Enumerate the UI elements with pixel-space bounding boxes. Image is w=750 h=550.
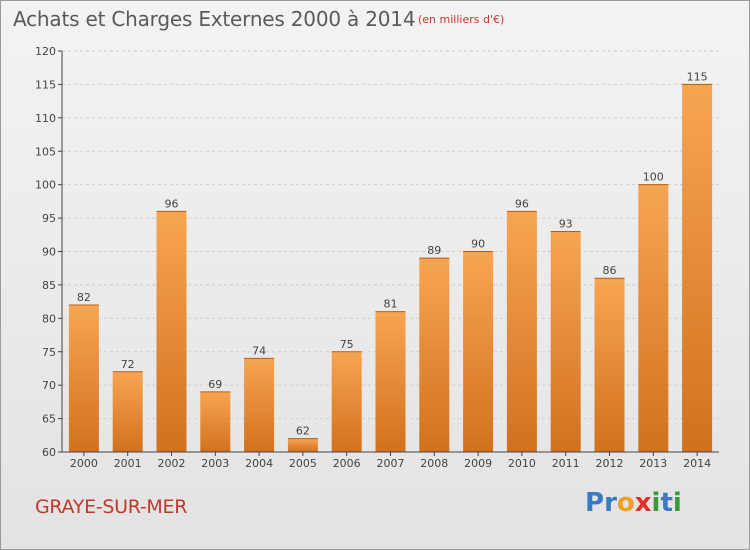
- data-label: 72: [121, 358, 135, 371]
- data-label: 86: [603, 264, 617, 277]
- data-label: 115: [687, 70, 708, 83]
- logo-letter: i: [651, 488, 661, 518]
- x-tick-label: 2001: [114, 457, 142, 470]
- bar: [463, 251, 494, 452]
- data-label: 81: [384, 298, 398, 311]
- proxiti-logo[interactable]: Proxiti: [585, 488, 682, 518]
- logo-letter: i: [672, 488, 682, 518]
- bar: [594, 278, 625, 452]
- y-tick-label: 75: [42, 346, 56, 359]
- chart-title: Achats et Charges Externes 2000 à 2014: [13, 7, 416, 31]
- logo-letter: o: [616, 488, 635, 518]
- bar: [331, 351, 362, 452]
- logo-letter: t: [660, 488, 673, 518]
- x-tick-label: 2003: [201, 457, 229, 470]
- x-tick-label: 2011: [552, 457, 580, 470]
- y-tick-label: 100: [35, 179, 56, 192]
- y-tick-label: 60: [42, 446, 56, 459]
- axes: [58, 50, 719, 456]
- y-tick-label: 65: [42, 413, 56, 426]
- data-label: 75: [340, 338, 354, 351]
- x-tick-label: 2007: [377, 457, 405, 470]
- x-tick-label: 2002: [158, 457, 186, 470]
- logo-letter: r: [604, 488, 617, 518]
- data-label: 89: [427, 244, 441, 257]
- bar: [550, 231, 581, 452]
- x-tick-label: 2000: [70, 457, 98, 470]
- y-tick-label: 120: [35, 45, 56, 58]
- bar: [682, 84, 713, 453]
- data-label: 93: [559, 217, 573, 230]
- y-tick-label: 70: [42, 379, 56, 392]
- bar: [375, 311, 406, 452]
- data-label: 74: [252, 344, 266, 357]
- bar: [419, 258, 450, 452]
- y-tick-label: 110: [35, 112, 56, 125]
- y-tick-label: 105: [35, 145, 56, 158]
- x-tick-label: 2012: [596, 457, 624, 470]
- x-tick-label: 2008: [420, 457, 448, 470]
- x-tick-label: 2013: [639, 457, 667, 470]
- bar: [244, 358, 275, 452]
- data-label: 90: [471, 238, 485, 251]
- bar: [287, 438, 318, 452]
- logo-letter: P: [585, 488, 605, 518]
- chart-subtitle: (en milliers d'€): [418, 13, 505, 26]
- bar: [112, 371, 143, 452]
- bar: [506, 211, 537, 452]
- labels: 60 65 70 75 80 85 90 95 100 105 110 115 120 82 2000 72 2…: [35, 45, 711, 470]
- bars: [68, 83, 713, 453]
- data-label: 62: [296, 425, 310, 438]
- data-label: 96: [165, 197, 179, 210]
- data-label: 69: [208, 378, 222, 391]
- bar: [156, 211, 187, 452]
- y-tick-label: 115: [35, 78, 56, 91]
- bar: [200, 391, 231, 452]
- data-label: 82: [77, 291, 91, 304]
- x-tick-label: 2005: [289, 457, 317, 470]
- y-tick-label: 80: [42, 312, 56, 325]
- y-tick-label: 90: [42, 246, 56, 259]
- data-label: 96: [515, 197, 529, 210]
- city-name: GRAYE-SUR-MER: [35, 496, 188, 518]
- logo-letter: x: [634, 488, 652, 518]
- x-tick-label: 2004: [245, 457, 273, 470]
- y-tick-label: 95: [42, 212, 56, 225]
- y-tick-label: 85: [42, 279, 56, 292]
- bar: [68, 304, 99, 452]
- data-label: 100: [643, 171, 664, 184]
- x-tick-label: 2010: [508, 457, 536, 470]
- x-tick-label: 2006: [333, 457, 361, 470]
- bar: [638, 184, 669, 452]
- x-tick-label: 2014: [683, 457, 711, 470]
- x-tick-label: 2009: [464, 457, 492, 470]
